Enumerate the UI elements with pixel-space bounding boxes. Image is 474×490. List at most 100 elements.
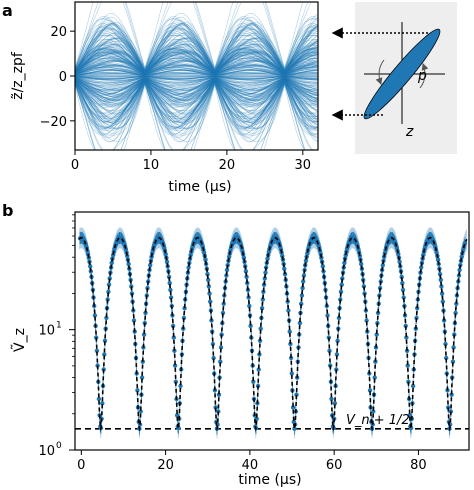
trajectory-trace (75, 78, 318, 104)
data-point (143, 310, 148, 316)
trajectory-trace (75, 36, 318, 72)
trajectory-trace (75, 12, 318, 72)
trajectory-trace (75, 64, 318, 76)
rotation-arrow-left (375, 59, 385, 85)
data-point (241, 255, 247, 260)
x-tick-label: 10 (143, 158, 160, 173)
data-point (451, 345, 456, 350)
data-point (327, 348, 332, 353)
trajectory-trace (75, 77, 318, 97)
y-tick-label: −20 (40, 115, 67, 130)
trajectory-trace (75, 77, 318, 104)
trajectory-trace (75, 27, 318, 73)
trajectory-trace (75, 79, 318, 130)
data-point (92, 313, 98, 318)
x-tick-label: 0 (77, 458, 85, 473)
data-point (174, 413, 180, 418)
trajectory-trace (75, 66, 318, 76)
data-point (294, 392, 299, 397)
trajectory-trace (75, 78, 318, 104)
trajectory-trace (75, 28, 318, 73)
data-point (400, 280, 405, 286)
trajectory-trace (75, 79, 318, 125)
trajectory-trace (75, 82, 318, 143)
trajectory-trace (75, 44, 318, 75)
data-point (94, 348, 100, 353)
trajectory-trace (75, 69, 318, 76)
panel-label-a: a (2, 1, 13, 20)
trajectory-trace (75, 81, 318, 129)
trajectory-trace (75, 79, 318, 124)
data-point (372, 375, 377, 380)
trajectory-trace (75, 29, 318, 73)
trajectory-trace (75, 52, 318, 74)
trajectory-trace (75, 64, 318, 76)
data-point (186, 265, 191, 270)
trajectory-trace (75, 66, 318, 76)
trajectory-trace (75, 72, 318, 76)
data-point (450, 359, 456, 364)
data-point (374, 332, 379, 337)
fit-line (78, 237, 468, 432)
trajectory-trace (75, 75, 318, 80)
trajectory-trace (75, 51, 318, 75)
trajectory-trace (75, 78, 318, 119)
trajectory-trace (75, 62, 318, 76)
data-point (406, 379, 411, 384)
trajectory-trace (75, 49, 318, 75)
trajectory-trace (75, 59, 318, 75)
trajectory-trace (75, 78, 318, 102)
trajectory-trace (75, 68, 318, 76)
data-point (449, 392, 454, 397)
trajectory-trace (75, 78, 318, 101)
data-point (359, 261, 364, 267)
data-point (371, 409, 376, 414)
trajectory-trace (75, 49, 318, 75)
trajectory-trace (75, 82, 305, 150)
trajectory-trace (75, 54, 318, 75)
trajectory-trace (75, 78, 318, 123)
trajectory-trace (75, 79, 318, 114)
data-point (335, 338, 340, 343)
data-point (178, 383, 183, 389)
trajectory-trace (75, 80, 318, 118)
trajectory-trace (75, 69, 318, 76)
trajectory-trace (75, 43, 318, 74)
trajectory-trace (75, 63, 318, 76)
trajectory-trace (75, 48, 318, 75)
trajectory-trace (75, 78, 318, 112)
trajectory-trace (75, 32, 318, 73)
y-tick-label: 10 (38, 324, 55, 339)
trajectory-trace (75, 78, 318, 106)
trajectory-trace (75, 77, 318, 99)
trajectory-trace (75, 80, 318, 143)
trajectory-trace (75, 18, 318, 71)
trajectory-trace (75, 76, 318, 90)
data-point (454, 301, 459, 306)
data-point (96, 396, 102, 402)
trajectory-trace (75, 80, 318, 123)
data-point (437, 271, 443, 277)
trajectory-trace (75, 22, 318, 73)
trajectory-trace (75, 77, 318, 102)
trajectory-trace (75, 81, 318, 128)
trajectory-trace (75, 84, 305, 150)
data-point (206, 277, 211, 283)
trajectory-trace (75, 77, 318, 91)
trajectory-trace (75, 78, 318, 96)
trajectory-trace (75, 82, 318, 129)
trajectory-trace (75, 76, 318, 89)
trajectory-trace (75, 77, 318, 95)
data-point (104, 315, 109, 321)
trajectory-trace (75, 46, 318, 73)
data-point (139, 375, 145, 380)
trajectory-trace (75, 77, 318, 91)
data-point (107, 276, 112, 281)
data-point (336, 315, 342, 321)
trajectory-trace (75, 76, 318, 88)
trajectory-trace (75, 78, 318, 104)
trajectory-trace (75, 52, 318, 75)
trajectory-trace (75, 50, 318, 74)
trajectory-trace (75, 67, 318, 76)
trajectory-trace (75, 77, 318, 96)
